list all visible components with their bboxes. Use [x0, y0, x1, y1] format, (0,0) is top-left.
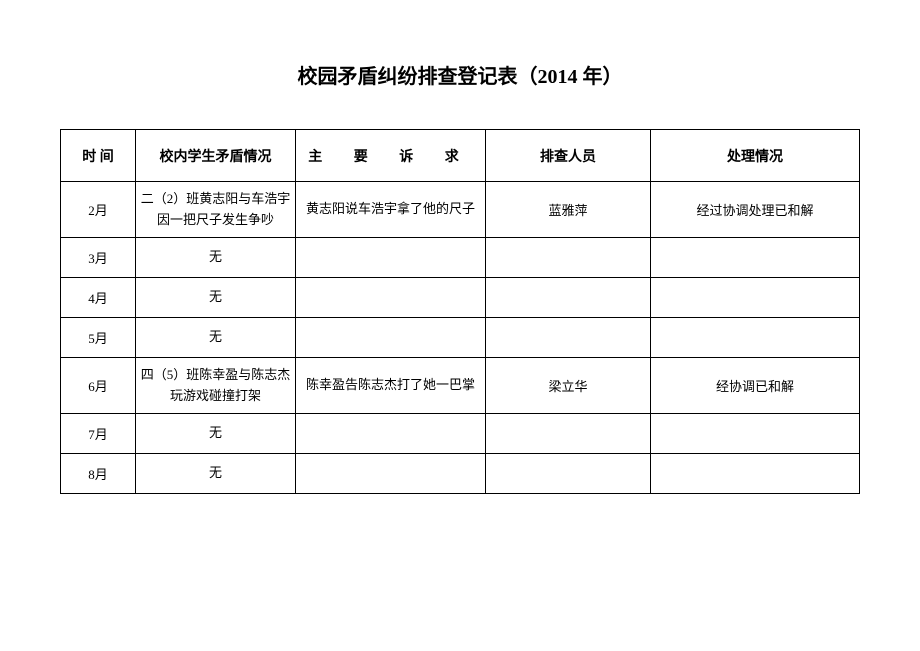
cell-situation: 无 — [136, 278, 296, 318]
table-row: 2月二（2）班黄志阳与车浩宇因一把尺子发生争吵黄志阳说车浩宇拿了他的尺子蓝雅萍经… — [61, 182, 860, 238]
cell-staff — [486, 238, 651, 278]
cell-request: 陈幸盈告陈志杰打了她一巴掌 — [296, 358, 486, 414]
table-row: 7月无 — [61, 414, 860, 454]
cell-result: 经协调已和解 — [651, 358, 860, 414]
cell-staff — [486, 454, 651, 494]
cell-time: 5月 — [61, 318, 136, 358]
cell-situation: 无 — [136, 454, 296, 494]
cell-situation: 无 — [136, 414, 296, 454]
cell-request — [296, 278, 486, 318]
header-result: 处理情况 — [651, 130, 860, 182]
table-row: 5月无 — [61, 318, 860, 358]
page-title: 校园矛盾纠纷排查登记表（2014 年） — [60, 60, 860, 89]
cell-request — [296, 414, 486, 454]
table-row: 3月无 — [61, 238, 860, 278]
cell-staff: 梁立华 — [486, 358, 651, 414]
cell-request — [296, 238, 486, 278]
header-request: 主 要 诉 求 — [296, 130, 486, 182]
cell-time: 2月 — [61, 182, 136, 238]
cell-request — [296, 454, 486, 494]
cell-situation: 无 — [136, 318, 296, 358]
header-situation: 校内学生矛盾情况 — [136, 130, 296, 182]
cell-result: 经过协调处理已和解 — [651, 182, 860, 238]
cell-staff — [486, 318, 651, 358]
cell-request: 黄志阳说车浩宇拿了他的尺子 — [296, 182, 486, 238]
cell-time: 4月 — [61, 278, 136, 318]
cell-time: 7月 — [61, 414, 136, 454]
cell-result — [651, 238, 860, 278]
header-time: 时 间 — [61, 130, 136, 182]
table-row: 8月无 — [61, 454, 860, 494]
cell-time: 8月 — [61, 454, 136, 494]
cell-result — [651, 278, 860, 318]
cell-staff: 蓝雅萍 — [486, 182, 651, 238]
dispute-table: 时 间 校内学生矛盾情况 主 要 诉 求 排查人员 处理情况 2月二（2）班黄志… — [60, 129, 860, 494]
cell-situation: 二（2）班黄志阳与车浩宇因一把尺子发生争吵 — [136, 182, 296, 238]
cell-result — [651, 454, 860, 494]
cell-staff — [486, 278, 651, 318]
table-header-row: 时 间 校内学生矛盾情况 主 要 诉 求 排查人员 处理情况 — [61, 130, 860, 182]
table-row: 6月四（5）班陈幸盈与陈志杰玩游戏碰撞打架陈幸盈告陈志杰打了她一巴掌梁立华经协调… — [61, 358, 860, 414]
table-body: 2月二（2）班黄志阳与车浩宇因一把尺子发生争吵黄志阳说车浩宇拿了他的尺子蓝雅萍经… — [61, 182, 860, 494]
cell-staff — [486, 414, 651, 454]
cell-request — [296, 318, 486, 358]
cell-time: 3月 — [61, 238, 136, 278]
cell-time: 6月 — [61, 358, 136, 414]
cell-result — [651, 318, 860, 358]
cell-situation: 四（5）班陈幸盈与陈志杰玩游戏碰撞打架 — [136, 358, 296, 414]
header-staff: 排查人员 — [486, 130, 651, 182]
cell-result — [651, 414, 860, 454]
table-row: 4月无 — [61, 278, 860, 318]
cell-situation: 无 — [136, 238, 296, 278]
